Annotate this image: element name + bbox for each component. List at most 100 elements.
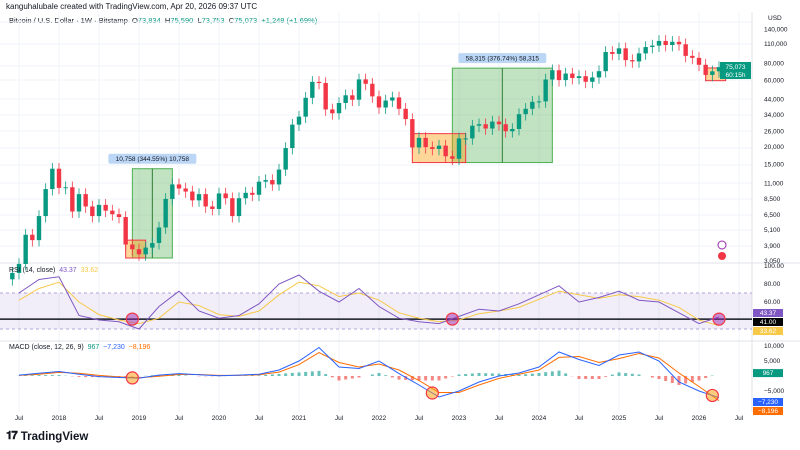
time-axis-tick-label: Jul bbox=[655, 415, 664, 422]
candle bbox=[110, 210, 115, 215]
high-value: 75,590 bbox=[170, 16, 194, 25]
macd-title[interactable]: MACD (close, 12, 26, 9) bbox=[9, 344, 84, 351]
candle bbox=[436, 145, 442, 149]
candle bbox=[516, 114, 522, 129]
macd-histogram-bar bbox=[530, 373, 534, 376]
high-label: H bbox=[164, 16, 171, 25]
macd-legend: MACD (close, 12, 26, 9) 967 −7,230 −8,19… bbox=[9, 344, 150, 351]
macd-histogram-bar bbox=[90, 376, 94, 378]
macd-histogram-bar bbox=[550, 371, 554, 376]
macd-histogram-bar bbox=[684, 376, 688, 384]
rsi-value-label: 43.37 bbox=[760, 310, 777, 317]
macd-histogram-bar bbox=[370, 374, 374, 376]
macd-hist-value: 967 bbox=[87, 344, 100, 351]
candle bbox=[116, 214, 122, 218]
rsi-band bbox=[0, 293, 752, 329]
macd-histogram-bar bbox=[650, 376, 654, 378]
macd-histogram-bar bbox=[350, 376, 354, 379]
macd-histogram-bar bbox=[30, 375, 34, 376]
time-axis-tick-label: 2023 bbox=[452, 415, 467, 422]
rsi-axis-tick-label: 80.00 bbox=[764, 281, 781, 288]
low-label: L bbox=[197, 16, 202, 25]
macd-histogram-bar bbox=[544, 372, 548, 376]
price-axis-tick-label: 11,000 bbox=[764, 180, 784, 187]
tradingview-logo[interactable]: 𝟏𝟕 TradingView bbox=[6, 430, 88, 443]
macd-histogram-bar bbox=[584, 376, 588, 379]
macd-histogram-bar bbox=[357, 376, 361, 378]
candle bbox=[663, 40, 668, 45]
macd-histogram-bar bbox=[284, 373, 288, 376]
macd-histogram-bar bbox=[664, 376, 668, 381]
rsi-axis-tick-label: 100.00 bbox=[764, 263, 784, 270]
macd-signal-value: −8,196 bbox=[128, 344, 151, 351]
candle bbox=[490, 121, 495, 129]
rsi-value-pill bbox=[753, 318, 783, 326]
candle bbox=[370, 83, 375, 97]
measure-label: 10,758 (344.55%) 10,758 bbox=[116, 156, 190, 163]
candle bbox=[683, 44, 688, 56]
macd-histogram-bar bbox=[84, 376, 88, 377]
rsi-title[interactable]: RSI (14, close) bbox=[9, 267, 56, 274]
candle bbox=[576, 76, 582, 79]
candle bbox=[43, 189, 48, 217]
candle bbox=[136, 249, 142, 255]
measure-label: 58,315 (376.74%) 58,315 bbox=[466, 56, 540, 63]
time-axis-tick-label: 2020 bbox=[212, 415, 227, 422]
time-axis-tick-label: Jul bbox=[495, 415, 504, 422]
candle bbox=[190, 191, 195, 201]
candle bbox=[363, 79, 368, 84]
macd-histogram-bar bbox=[184, 375, 188, 376]
macd-histogram-bar bbox=[697, 376, 701, 381]
candle bbox=[310, 81, 315, 98]
price-axis-tick-label: 6,500 bbox=[764, 212, 781, 219]
candle bbox=[90, 206, 95, 217]
open-value: 73,834 bbox=[137, 16, 161, 25]
candle bbox=[150, 243, 155, 248]
candle bbox=[163, 198, 168, 228]
price-axis-tick-label: 140,000 bbox=[764, 26, 788, 33]
candle bbox=[523, 108, 528, 115]
macd-histogram-bar bbox=[384, 375, 388, 376]
candle bbox=[283, 148, 288, 170]
close-value: 75,073 bbox=[234, 16, 258, 25]
candle bbox=[210, 206, 215, 209]
macd-histogram-bar bbox=[37, 375, 41, 376]
macd-histogram-bar bbox=[670, 376, 674, 383]
macd-histogram-bar bbox=[390, 376, 394, 378]
macd-histogram-bar bbox=[44, 375, 48, 376]
candle bbox=[503, 124, 508, 132]
macd-cross-marker bbox=[125, 371, 139, 385]
candle bbox=[30, 234, 35, 241]
macd-histogram-bar bbox=[277, 373, 281, 376]
candle bbox=[323, 83, 328, 110]
time-axis-tick-label: 2021 bbox=[292, 415, 307, 422]
candle bbox=[196, 194, 202, 201]
candle bbox=[10, 272, 15, 280]
macd-histogram-bar bbox=[450, 376, 454, 377]
macd-histogram-bar bbox=[410, 376, 414, 381]
last-price-label: 75,073 bbox=[726, 64, 746, 71]
price-axis-tick-label: 3,900 bbox=[764, 243, 781, 250]
measure-label-bg bbox=[108, 153, 197, 164]
candle bbox=[550, 70, 555, 80]
macd-histogram-bar bbox=[610, 374, 614, 376]
symbol-title[interactable]: Bitcoin / U.S. Dollar · 1W · Bitstamp bbox=[9, 16, 128, 25]
candle bbox=[510, 128, 515, 132]
candle bbox=[130, 244, 135, 250]
candle bbox=[16, 263, 22, 273]
price-axis-tick-label: 8,500 bbox=[764, 196, 781, 203]
macd-histogram-bar bbox=[464, 374, 468, 376]
candle bbox=[630, 60, 635, 62]
price-axis-tick-label: 110,000 bbox=[764, 41, 787, 48]
macd-histogram-bar bbox=[24, 375, 28, 376]
price-axis-tick-label: 3,050 bbox=[764, 258, 781, 265]
time-axis-tick-label: Jul bbox=[175, 415, 184, 422]
candle bbox=[83, 194, 88, 207]
candle bbox=[703, 64, 708, 75]
candle bbox=[650, 45, 655, 48]
symbol-legend: Bitcoin / U.S. Dollar · 1W · Bitstamp O7… bbox=[9, 16, 317, 25]
candle bbox=[36, 216, 42, 241]
macd-histogram-bar bbox=[444, 376, 448, 379]
candle bbox=[63, 187, 68, 189]
